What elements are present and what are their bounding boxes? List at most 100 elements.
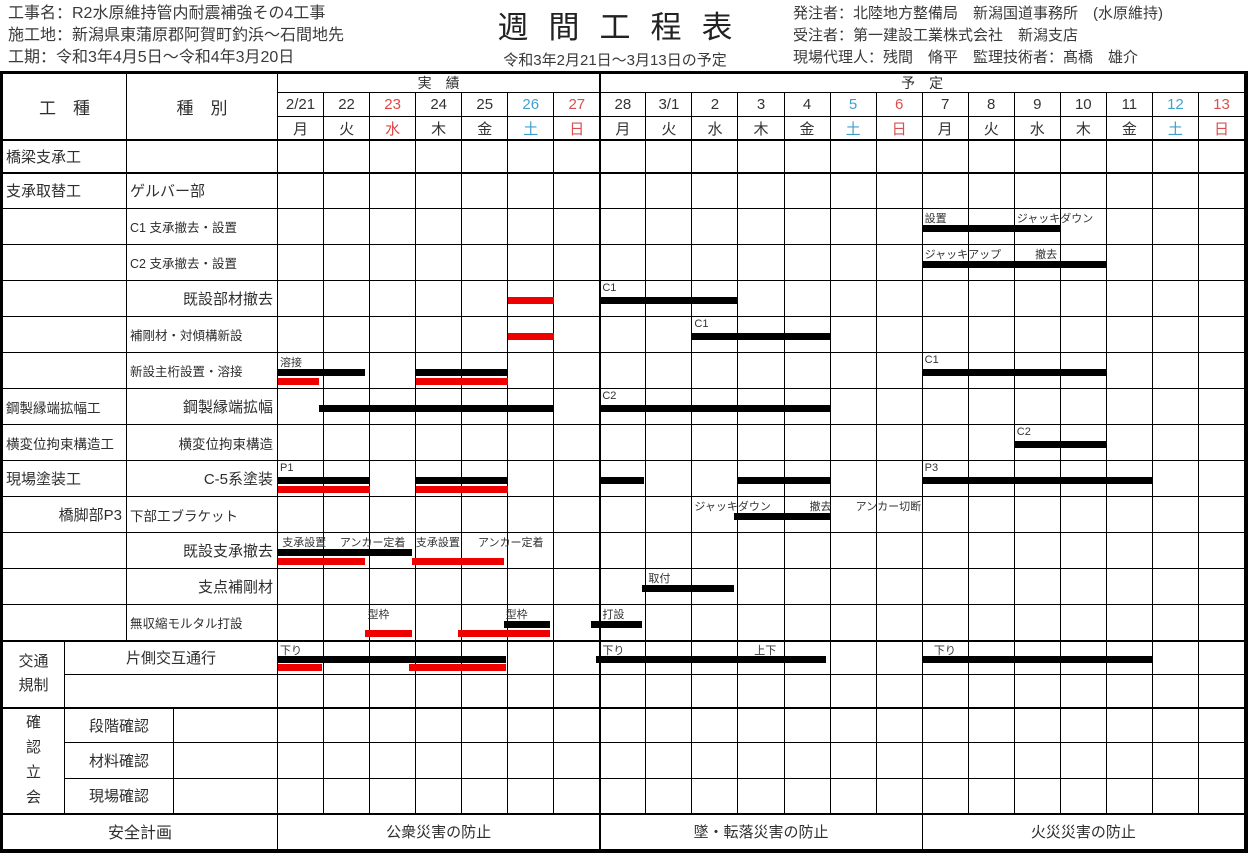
day-cell xyxy=(1106,743,1153,779)
inspection-empty-cell xyxy=(174,743,278,779)
day-cell xyxy=(554,281,601,317)
day-cell xyxy=(1106,674,1153,708)
weekday-header-cell: 月 xyxy=(600,117,647,140)
bar-annotation: P3 xyxy=(924,462,939,474)
day-cell xyxy=(462,317,509,353)
traffic-empty-cell xyxy=(65,674,278,708)
day-cell xyxy=(1198,743,1245,779)
day-cell xyxy=(278,425,325,461)
gantt-bar-actual xyxy=(411,558,504,565)
day-cell xyxy=(554,245,601,281)
day-cell xyxy=(324,209,371,245)
day-cell xyxy=(600,569,647,605)
task-item-cell: 新設主桁設置・溶接 xyxy=(127,353,278,389)
bar-annotation: C1 xyxy=(602,282,617,294)
day-cell xyxy=(278,245,325,281)
task-item-cell: 鋼製縁端拡幅 xyxy=(127,389,278,425)
day-cell xyxy=(876,140,923,173)
day-cell xyxy=(1060,605,1107,641)
day-cell xyxy=(1152,461,1199,497)
day-cell xyxy=(462,778,509,814)
day-cell xyxy=(508,461,555,497)
day-cell xyxy=(646,209,693,245)
day-cell xyxy=(324,173,371,209)
day-cell xyxy=(416,674,463,708)
day-cell xyxy=(1198,461,1245,497)
day-cell xyxy=(1106,389,1153,425)
day-cell xyxy=(692,708,739,744)
bar-annotation: アンカー切断 xyxy=(855,501,922,513)
day-cell xyxy=(1198,173,1245,209)
day-cell xyxy=(1014,497,1061,533)
day-cell xyxy=(370,497,417,533)
day-cell xyxy=(1060,778,1107,814)
bar-annotation: 取付 xyxy=(648,573,671,585)
task-item-cell: C-5系塗装 xyxy=(127,461,278,497)
gantt-bar-planned xyxy=(416,369,509,376)
client-name: 発注者：北陸地方整備局 新潟国道事務所 (水原維持) xyxy=(793,5,1163,22)
day-cell xyxy=(370,425,417,461)
bar-annotation: 型枠 xyxy=(367,609,390,621)
day-cell xyxy=(646,533,693,569)
day-cell xyxy=(370,317,417,353)
day-cell xyxy=(600,461,647,497)
weekday-header-cell: 土 xyxy=(1152,117,1199,140)
category-column-header: 工 種 xyxy=(3,74,127,140)
inspection-group-label: 確認立会 xyxy=(25,714,41,807)
day-cell xyxy=(1152,533,1199,569)
site-location: 施工地：新潟県東蒲原郡阿賀町釣浜～石間地先 xyxy=(8,27,345,44)
gantt-bar-planned xyxy=(278,477,371,484)
day-cell xyxy=(692,353,739,389)
task-item-cell: C2 支承撤去・設置 xyxy=(127,245,278,281)
task-category-cell xyxy=(3,569,127,605)
day-cell xyxy=(830,173,877,209)
day-cell xyxy=(968,173,1015,209)
date-header-cell: 13 xyxy=(1198,93,1245,117)
day-cell xyxy=(554,497,601,533)
day-cell xyxy=(324,674,371,708)
day-cell xyxy=(922,281,969,317)
day-cell xyxy=(462,140,509,173)
day-cell xyxy=(646,778,693,814)
date-header-cell: 3/1 xyxy=(646,93,693,117)
day-cell xyxy=(1152,245,1199,281)
day-cell xyxy=(784,140,831,173)
task-item-cell: 既設支承撤去 xyxy=(127,533,278,569)
day-cell xyxy=(968,140,1015,173)
day-cell xyxy=(416,778,463,814)
day-cell xyxy=(416,569,463,605)
day-cell xyxy=(922,317,969,353)
day-cell xyxy=(278,569,325,605)
day-cell xyxy=(968,497,1015,533)
day-cell xyxy=(738,708,785,744)
day-cell xyxy=(1060,140,1107,173)
task-category-cell xyxy=(3,317,127,353)
task-category-cell: 横変位拘束構造工 xyxy=(3,425,127,461)
gantt-bar-actual xyxy=(457,630,550,637)
day-cell xyxy=(738,173,785,209)
day-cell xyxy=(416,605,463,641)
day-cell xyxy=(324,708,371,744)
gantt-bar-actual xyxy=(508,333,555,340)
day-cell xyxy=(876,245,923,281)
day-cell xyxy=(600,353,647,389)
day-cell xyxy=(830,425,877,461)
day-cell xyxy=(1060,173,1107,209)
inspection-empty-cell xyxy=(174,778,278,814)
day-cell xyxy=(1014,708,1061,744)
day-cell xyxy=(830,641,877,675)
task-category-cell: 橋脚部P3 xyxy=(3,497,127,533)
inspection-item-cell: 段階確認 xyxy=(65,708,174,744)
date-header-cell: 8 xyxy=(968,93,1015,117)
gantt-bar-planned xyxy=(600,297,739,304)
day-cell xyxy=(1106,140,1153,173)
day-cell xyxy=(968,281,1015,317)
day-cell xyxy=(324,140,371,173)
day-cell xyxy=(876,605,923,641)
day-cell xyxy=(278,708,325,744)
day-cell xyxy=(554,425,601,461)
day-cell xyxy=(646,674,693,708)
day-cell xyxy=(1014,389,1061,425)
weekday-header-cell: 月 xyxy=(922,117,969,140)
